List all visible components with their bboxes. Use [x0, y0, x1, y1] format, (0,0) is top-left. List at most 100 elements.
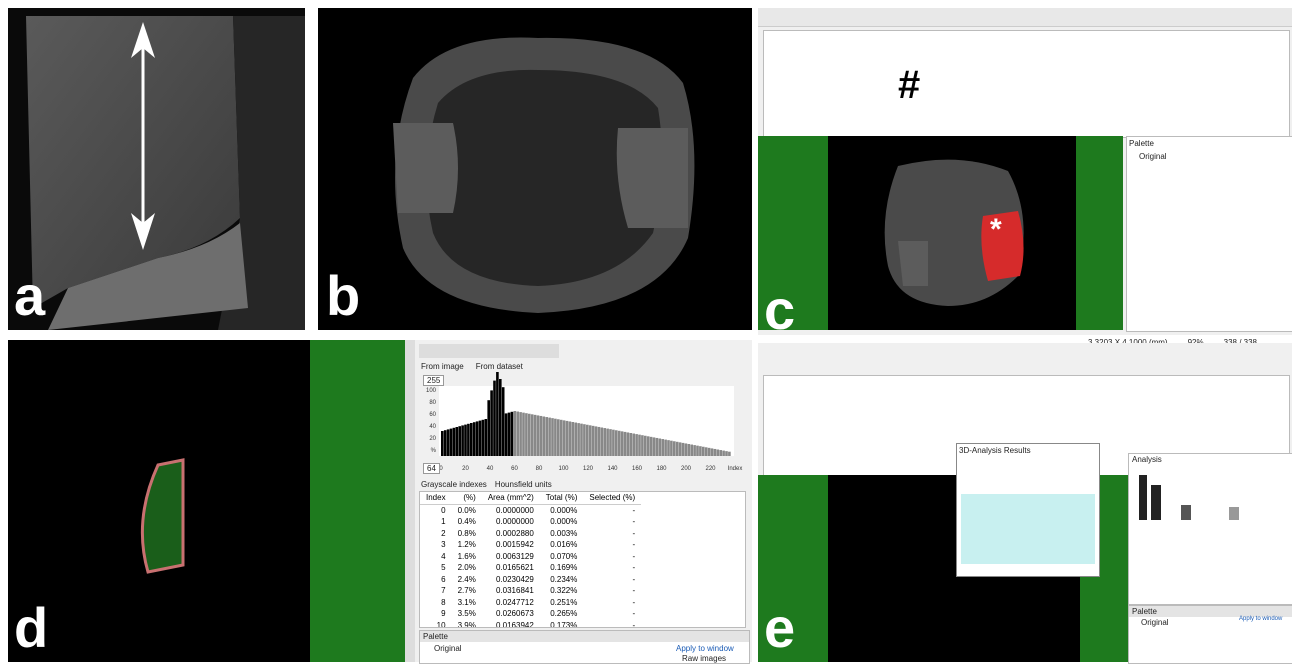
- hist-bar: [560, 420, 563, 456]
- table-cell: -: [583, 585, 641, 597]
- table-row: 00.0%0.00000000.000%-: [420, 504, 641, 516]
- hist-bar: [485, 419, 488, 456]
- hist-bar: [493, 381, 496, 456]
- table-cell: 0.234%: [540, 574, 584, 586]
- hist-bar: [714, 449, 717, 456]
- tab[interactable]: Hounsfield units: [495, 480, 552, 489]
- hist-bar: [572, 422, 575, 456]
- hist-bar: [682, 443, 685, 456]
- table-cell: -: [583, 574, 641, 586]
- table-row: 20.8%0.00028800.003%-: [420, 528, 641, 540]
- table-cell: 7: [420, 585, 452, 597]
- analysis-histogram: [1129, 465, 1289, 525]
- hist-bar: [661, 439, 664, 456]
- x-tick-label: Index: [728, 466, 743, 472]
- tab[interactable]: Grayscale indexes: [421, 480, 487, 489]
- hist-bar: [722, 451, 725, 456]
- hist-bar: [609, 429, 612, 456]
- table-cell: 3.1%: [452, 597, 482, 609]
- hist-bar: [502, 387, 505, 456]
- panel-c: # * Palette Original 3.3203 X 4.1000 (mm…: [758, 8, 1292, 335]
- hash-mark: #: [898, 63, 920, 108]
- hist-bar: [647, 436, 650, 456]
- hist-bar: [554, 419, 557, 456]
- palette-pane: Palette Original: [1126, 136, 1292, 332]
- y-tick-label: 20: [429, 436, 436, 442]
- palette-option: Original: [1127, 150, 1292, 163]
- column-header: Index: [420, 492, 452, 504]
- hist-bar: [496, 372, 499, 456]
- hist-bar: [450, 429, 453, 456]
- column-header: (%): [452, 492, 482, 504]
- hist-bar: [534, 415, 537, 456]
- table-cell: 0.322%: [540, 585, 584, 597]
- tab[interactable]: From dataset: [476, 362, 523, 371]
- upper-value[interactable]: 255: [423, 375, 444, 386]
- table-cell: 6: [420, 574, 452, 586]
- hist-bar: [508, 413, 511, 456]
- x-tick-label: 180: [656, 466, 667, 472]
- panel-label: d: [14, 600, 48, 656]
- hist-bar: [699, 446, 702, 456]
- tab[interactable]: From image: [421, 362, 464, 371]
- hist-bar: [618, 431, 621, 456]
- hist-bar: [563, 420, 566, 456]
- hist-bar: [464, 425, 467, 456]
- hist-bar: [444, 430, 447, 456]
- hist-bar: [659, 439, 662, 457]
- x-tick-label: 160: [632, 466, 643, 472]
- table-cell: -: [583, 608, 641, 620]
- hist-bar: [458, 426, 461, 456]
- palette-pane: Palette Original Apply to window: [1128, 605, 1292, 664]
- slice-view: [758, 136, 1123, 330]
- table-cell: 0.0002880: [482, 528, 540, 540]
- x-tick-label: 140: [607, 466, 618, 472]
- panel-label: e: [764, 600, 795, 656]
- hist-bar: [693, 445, 696, 456]
- table-cell: 0.0063129: [482, 551, 540, 563]
- x-tick-label: 40: [487, 466, 494, 472]
- table-cell: 0.0230429: [482, 574, 540, 586]
- y-tick-label: 100: [426, 388, 437, 394]
- hist-bar: [673, 441, 676, 456]
- hist-bar: [505, 413, 508, 456]
- hist-bar: [664, 440, 667, 456]
- table-cell: 4: [420, 551, 452, 563]
- x-tick-label: 20: [462, 466, 469, 472]
- hist-bar: [653, 437, 656, 456]
- asterisk-mark: *: [990, 213, 1002, 247]
- table-cell: 0.251%: [540, 597, 584, 609]
- y-tick-label: %: [431, 448, 437, 454]
- hist-bar: [470, 423, 473, 456]
- hist-bar: [728, 452, 731, 456]
- panel-d-image: [8, 340, 310, 662]
- table-cell: 3.9%: [452, 620, 482, 629]
- hist-bar: [606, 429, 609, 456]
- hist-bar: [540, 416, 543, 456]
- table-cell: 0.173%: [540, 620, 584, 629]
- hist-bar: [592, 426, 595, 456]
- hist-bar: [499, 379, 502, 456]
- analysis-title: Analysis: [1129, 454, 1292, 465]
- x-tick-label: 0: [439, 466, 443, 472]
- x-tick-label: 120: [583, 466, 594, 472]
- hist-bar: [705, 447, 708, 456]
- hist-bar: [644, 436, 647, 456]
- hist-bar: [490, 390, 493, 456]
- table-wrap: Index(%)Area (mm^2)Total (%)Selected (%)…: [419, 491, 746, 628]
- table-cell: 3.5%: [452, 608, 482, 620]
- hist-bar: [467, 424, 470, 456]
- lower-value[interactable]: 64: [423, 463, 440, 474]
- results-table: [961, 494, 1095, 564]
- file-list: [763, 30, 1290, 138]
- hist-bar: [603, 428, 606, 456]
- hist-bar: [690, 445, 693, 456]
- palette-pane: Palette Original Apply to window Raw ima…: [419, 630, 750, 664]
- table-cell: 0.0316841: [482, 585, 540, 597]
- table-row: 41.6%0.00631290.070%-: [420, 551, 641, 563]
- hist-bar: [589, 425, 592, 456]
- apply-label: Apply to window: [1239, 616, 1282, 622]
- hist-bar: [482, 420, 485, 456]
- hist-bar: [537, 415, 540, 456]
- table-row: 72.7%0.03168410.322%-: [420, 585, 641, 597]
